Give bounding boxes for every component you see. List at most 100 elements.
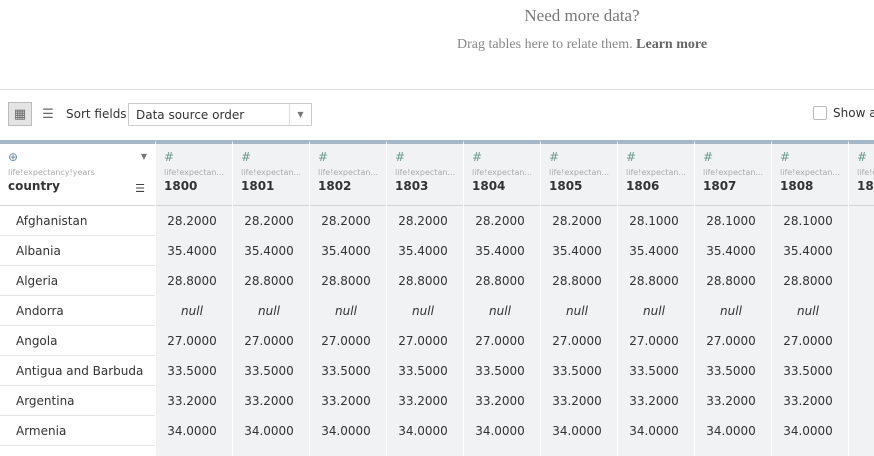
hash-icon: # [703, 150, 714, 164]
table-cell: 34.0000 [629, 424, 679, 438]
table-cell: 33.2000 [398, 394, 448, 408]
table-cell: 27.0000 [783, 334, 833, 348]
column-header[interactable]: # life!expectan... 1807 [695, 144, 771, 206]
column-header[interactable]: # life!expectan... 1805 [541, 144, 617, 206]
field-source: life!expectan... [780, 168, 840, 177]
column-header[interactable]: # life!expectan... 1801 [233, 144, 309, 206]
table-cell: Angola [0, 326, 155, 356]
table-cell: Andorra [0, 296, 155, 326]
table-cell: Algeria [0, 266, 155, 296]
hash-icon: # [549, 150, 560, 164]
field-source: life!expectan... [549, 168, 609, 177]
table-cell: Afghanistan [0, 206, 155, 236]
learn-more-link[interactable]: Learn more [636, 37, 708, 52]
column-header[interactable]: # life!expectan... 1802 [310, 144, 386, 206]
field-name: 1805 [549, 179, 583, 193]
toolbar: ▦ ☰ Sort fields Data source order ▼ Show … [0, 100, 874, 130]
table-cell: 33.5000 [398, 364, 448, 378]
table-cell: null [489, 304, 511, 318]
table-cell: null [566, 304, 588, 318]
table-cell: 35.4000 [321, 244, 371, 258]
table-cell: 28.8000 [475, 274, 525, 288]
table-cell: 3 [849, 386, 874, 416]
hash-icon: # [780, 150, 791, 164]
banner-text: Drag tables here to relate them. Learn m… [456, 37, 708, 52]
table-cell: null [797, 304, 819, 318]
field-source: life!expectan... [164, 168, 224, 177]
hash-icon: # [857, 150, 868, 164]
table-cell [849, 296, 874, 326]
table-cell: 33.2000 [783, 394, 833, 408]
grid-view-button[interactable]: ▦ [8, 102, 32, 126]
hash-icon: # [626, 150, 637, 164]
column-1803: # life!expectan... 1803 28.2000 35.4000 28… [386, 140, 463, 456]
table-cell: Argentina [0, 386, 155, 416]
table-cell: 28.1000 [706, 214, 756, 228]
chevron-down-icon: ▼ [289, 104, 311, 125]
hash-icon: # [241, 150, 252, 164]
table-cell: 34.0000 [244, 424, 294, 438]
column-header[interactable]: # life!expectan... 1808 [772, 144, 848, 206]
field-source: life!expectan... [626, 168, 686, 177]
field-source: life!expectan... [395, 168, 455, 177]
table-cell: 34.0000 [167, 424, 217, 438]
table-cell: 28.8000 [321, 274, 371, 288]
table-cell: 28.8000 [706, 274, 756, 288]
column-1808: # life!expectan... 1808 28.1000 35.4000 28… [771, 140, 848, 456]
table-cell: 33.5000 [475, 364, 525, 378]
field-source: life!expectan... [318, 168, 378, 177]
table-cell: 28.2000 [398, 214, 448, 228]
list-view-button[interactable]: ☰ [36, 102, 60, 126]
table-cell: 27.0000 [244, 334, 294, 348]
table-cell: 33.5000 [321, 364, 371, 378]
column-header[interactable]: # life!expectan... 1803 [387, 144, 463, 206]
table-cell: 28.2000 [552, 214, 602, 228]
table-cell: 28.2000 [321, 214, 371, 228]
table-cell: 2 [849, 206, 874, 236]
table-cell: null [720, 304, 742, 318]
table-cell: 33.2000 [167, 394, 217, 408]
table-cell: 27.0000 [398, 334, 448, 348]
column-header[interactable]: # life!expectan... 1804 [464, 144, 540, 206]
table-cell: 33.5000 [706, 364, 756, 378]
table-cell: 27.0000 [706, 334, 756, 348]
table-cell: 35.4000 [783, 244, 833, 258]
table-cell: 33.2000 [552, 394, 602, 408]
field-source: life!expectan... [472, 168, 532, 177]
column-1800: # life!expectan... 1800 28.2000 35.4000 28… [155, 140, 232, 456]
hash-icon: # [318, 150, 329, 164]
field-name: 1804 [472, 179, 506, 193]
chevron-down-icon[interactable]: ▼ [140, 152, 147, 161]
table-cell: 33.5000 [552, 364, 602, 378]
table-cell: 35.4000 [552, 244, 602, 258]
table-cell: 35.4000 [398, 244, 448, 258]
table-cell: 34.0000 [321, 424, 371, 438]
data-grid: ⊕ life!expectancy!years country ▼ ☰ Afgha… [0, 140, 874, 456]
column-1802: # life!expectan... 1802 28.2000 35.4000 28… [309, 140, 386, 456]
column-1805: # life!expectan... 1805 28.2000 35.4000 28… [540, 140, 617, 456]
table-cell: 27.0000 [629, 334, 679, 348]
show-all-label: Show al [833, 106, 874, 120]
column-header[interactable]: ⊕ life!expectancy!years country ▼ ☰ [0, 144, 155, 206]
drop-area[interactable]: Need more data? Drag tables here to rela… [0, 0, 874, 90]
table-cell: 2 [849, 266, 874, 296]
table-cell: 28.2000 [244, 214, 294, 228]
table-cell: 33.2000 [244, 394, 294, 408]
field-source: life!expectan... [703, 168, 763, 177]
table-cell: 28.1000 [783, 214, 833, 228]
field-source: life!e [857, 168, 874, 177]
table-cell: 35.4000 [475, 244, 525, 258]
sort-fields-select[interactable]: Data source order ▼ [128, 103, 312, 126]
table-cell: 28.8000 [244, 274, 294, 288]
column-header[interactable]: # life!expectan... 1806 [618, 144, 694, 206]
table-cell: 33.5000 [783, 364, 833, 378]
sort-icon[interactable]: ☰ [135, 182, 145, 195]
column-1804: # life!expectan... 1804 28.2000 35.4000 28… [463, 140, 540, 456]
table-cell: 27.0000 [475, 334, 525, 348]
list-icon: ☰ [42, 106, 54, 122]
show-all-checkbox[interactable] [813, 106, 827, 120]
table-cell: Albania [0, 236, 155, 266]
column-header[interactable]: # life!e 18 [849, 144, 874, 206]
table-cell: null [643, 304, 665, 318]
column-header[interactable]: # life!expectan... 1800 [156, 144, 232, 206]
